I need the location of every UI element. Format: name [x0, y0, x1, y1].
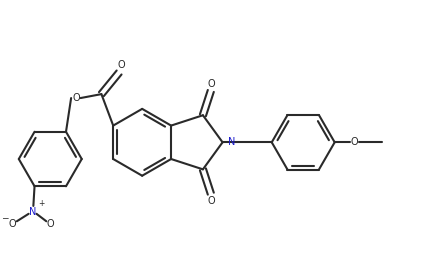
- Text: N: N: [29, 207, 36, 217]
- Text: O: O: [351, 137, 358, 147]
- Text: N: N: [227, 137, 235, 147]
- Text: −: −: [1, 213, 9, 222]
- Text: O: O: [117, 60, 125, 70]
- Text: O: O: [207, 196, 215, 206]
- Text: O: O: [207, 79, 215, 89]
- Text: O: O: [8, 220, 16, 229]
- Text: +: +: [38, 199, 44, 208]
- Text: O: O: [46, 220, 54, 229]
- Text: O: O: [72, 93, 80, 103]
